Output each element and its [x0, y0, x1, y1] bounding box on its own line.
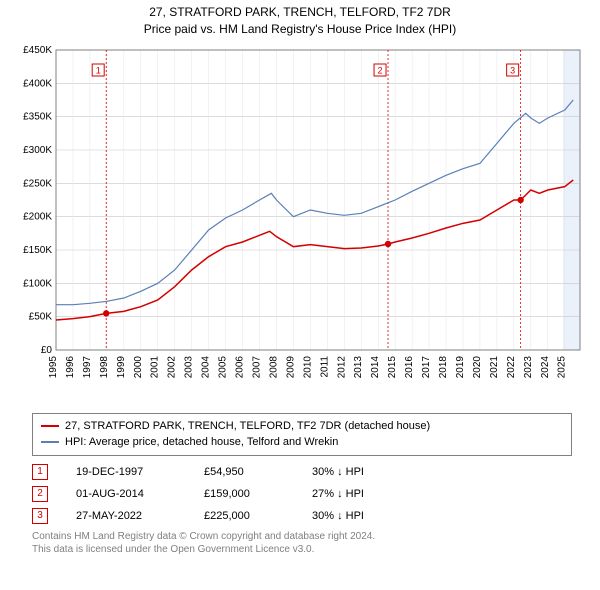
chart-title: 27, STRATFORD PARK, TRENCH, TELFORD, TF2… — [8, 4, 592, 38]
event-number: 2 — [32, 486, 48, 502]
svg-text:2001: 2001 — [150, 355, 161, 378]
title-line1: 27, STRATFORD PARK, TRENCH, TELFORD, TF2… — [8, 4, 592, 21]
svg-text:2: 2 — [378, 65, 383, 75]
svg-text:1: 1 — [96, 65, 101, 75]
svg-text:£150K: £150K — [23, 245, 52, 256]
svg-text:2018: 2018 — [438, 355, 449, 378]
event-price: £54,950 — [204, 466, 284, 478]
svg-text:2005: 2005 — [218, 355, 229, 378]
svg-text:1995: 1995 — [48, 355, 59, 378]
svg-text:2008: 2008 — [268, 355, 279, 378]
svg-text:2012: 2012 — [336, 355, 347, 378]
svg-text:2002: 2002 — [167, 355, 178, 378]
event-price: £225,000 — [204, 510, 284, 522]
svg-text:2021: 2021 — [489, 355, 500, 378]
license-line2: This data is licensed under the Open Gov… — [32, 543, 592, 556]
event-row: 3 27-MAY-2022 £225,000 30% ↓ HPI — [32, 508, 592, 524]
title-line2: Price paid vs. HM Land Registry's House … — [8, 21, 592, 38]
event-date: 27-MAY-2022 — [76, 510, 176, 522]
legend-row: HPI: Average price, detached house, Telf… — [41, 434, 563, 451]
event-row: 1 19-DEC-1997 £54,950 30% ↓ HPI — [32, 464, 592, 480]
legend-row: 27, STRATFORD PARK, TRENCH, TELFORD, TF2… — [41, 418, 563, 435]
license-line1: Contains HM Land Registry data © Crown c… — [32, 530, 592, 543]
svg-text:2004: 2004 — [201, 355, 212, 378]
event-row: 2 01-AUG-2014 £159,000 27% ↓ HPI — [32, 486, 592, 502]
svg-text:2020: 2020 — [472, 355, 483, 378]
event-date: 19-DEC-1997 — [76, 466, 176, 478]
svg-text:£0: £0 — [41, 345, 53, 356]
event-delta: 27% ↓ HPI — [312, 488, 402, 500]
svg-text:1999: 1999 — [116, 355, 127, 378]
event-number: 3 — [32, 508, 48, 524]
event-table: 1 19-DEC-1997 £54,950 30% ↓ HPI 2 01-AUG-2014… — [32, 464, 592, 524]
event-price: £159,000 — [204, 488, 284, 500]
svg-text:2023: 2023 — [523, 355, 534, 378]
svg-text:£400K: £400K — [23, 78, 52, 89]
svg-text:2006: 2006 — [235, 355, 246, 378]
svg-text:2009: 2009 — [285, 355, 296, 378]
svg-text:2011: 2011 — [319, 355, 330, 377]
svg-text:1997: 1997 — [82, 355, 93, 378]
legend: 27, STRATFORD PARK, TRENCH, TELFORD, TF2… — [32, 413, 572, 456]
svg-text:£200K: £200K — [23, 211, 52, 222]
svg-text:2000: 2000 — [133, 355, 144, 378]
svg-text:£250K: £250K — [23, 178, 52, 189]
svg-text:£50K: £50K — [29, 311, 53, 322]
svg-text:1996: 1996 — [65, 355, 76, 378]
event-number: 1 — [32, 464, 48, 480]
svg-text:2013: 2013 — [353, 355, 364, 378]
svg-text:2024: 2024 — [540, 355, 551, 378]
legend-swatch — [41, 425, 59, 427]
event-delta: 30% ↓ HPI — [312, 466, 402, 478]
svg-text:2016: 2016 — [404, 355, 415, 378]
svg-text:2025: 2025 — [557, 355, 568, 378]
svg-text:2015: 2015 — [387, 355, 398, 378]
svg-text:£450K: £450K — [23, 45, 52, 56]
svg-text:3: 3 — [510, 65, 515, 75]
svg-text:2010: 2010 — [302, 355, 313, 378]
event-date: 01-AUG-2014 — [76, 488, 176, 500]
chart: £0 £50K £100K £150K £200K £250K £300K £350K £400… — [8, 42, 592, 407]
svg-text:2022: 2022 — [506, 355, 517, 378]
event-delta: 30% ↓ HPI — [312, 510, 402, 522]
svg-text:2007: 2007 — [251, 355, 262, 378]
svg-text:£350K: £350K — [23, 111, 52, 122]
svg-text:2014: 2014 — [370, 355, 381, 378]
chart-svg: £0 £50K £100K £150K £200K £250K £300K £350K £400… — [8, 42, 592, 402]
legend-label: 27, STRATFORD PARK, TRENCH, TELFORD, TF2… — [65, 418, 430, 435]
license-text: Contains HM Land Registry data © Crown c… — [32, 530, 592, 556]
svg-text:1998: 1998 — [99, 355, 110, 378]
legend-label: HPI: Average price, detached house, Telf… — [65, 434, 338, 451]
svg-text:£300K: £300K — [23, 145, 52, 156]
svg-text:2003: 2003 — [184, 355, 195, 378]
svg-text:£100K: £100K — [23, 278, 52, 289]
svg-text:2017: 2017 — [421, 355, 432, 378]
svg-text:2019: 2019 — [455, 355, 466, 378]
legend-swatch — [41, 441, 59, 443]
